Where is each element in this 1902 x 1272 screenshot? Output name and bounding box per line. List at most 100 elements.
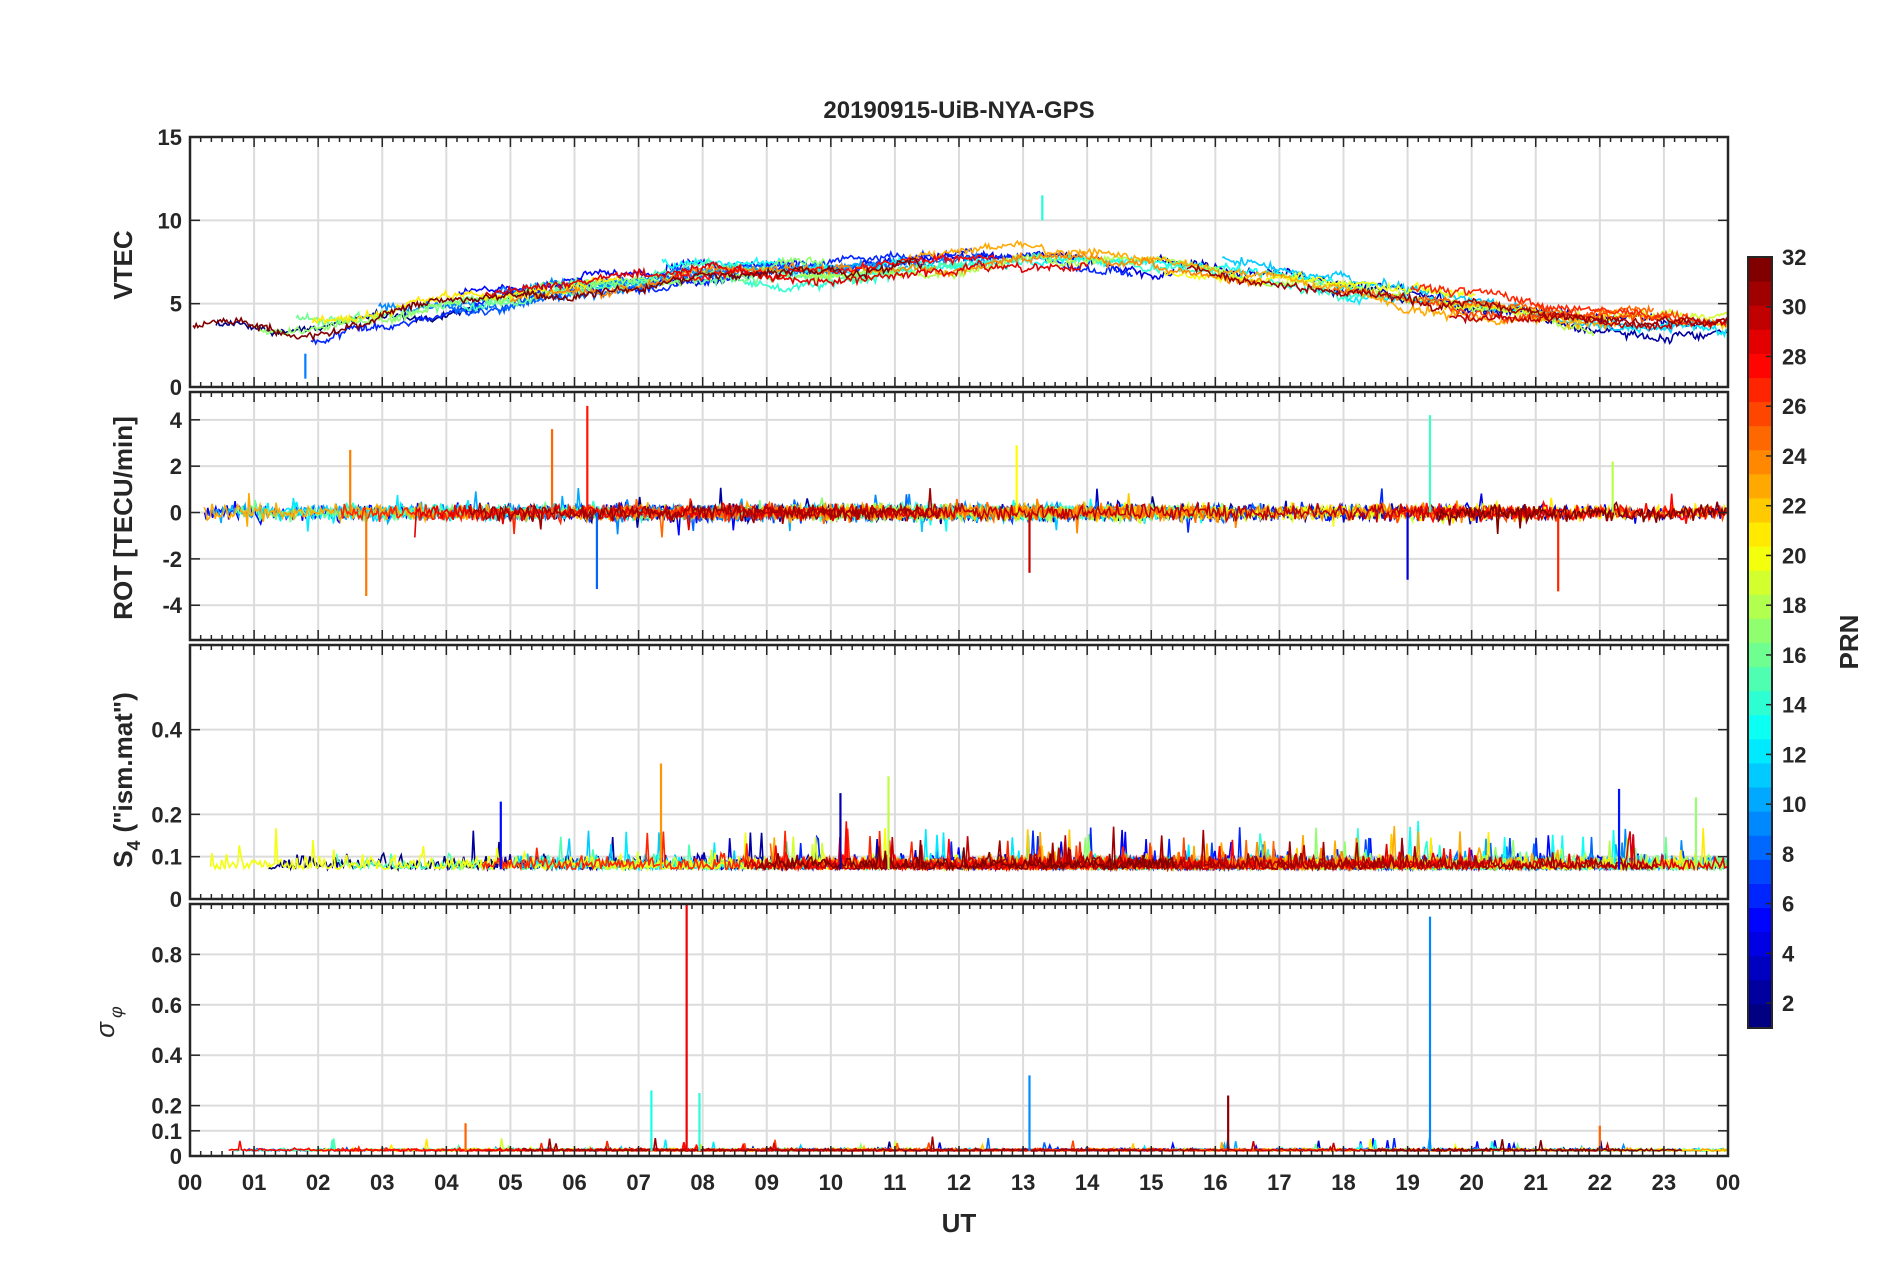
colorbar-segment (1748, 859, 1772, 884)
y-tick-label: 0.2 (151, 802, 182, 827)
prn-trace-31 (467, 488, 941, 530)
colorbar-tick-label: 2 (1782, 991, 1794, 1016)
vtec-ylabel: VTEC (108, 230, 138, 300)
x-tick-label: 02 (306, 1170, 330, 1195)
x-tick-label: 07 (626, 1170, 650, 1195)
sigma-ylabel-main: σ (90, 1021, 120, 1038)
colorbar-tick-label: 10 (1782, 792, 1806, 817)
y-tick-label: 0 (170, 375, 182, 400)
colorbar-tick-label: 28 (1782, 344, 1806, 369)
prn-traces (192, 195, 1728, 379)
colorbar-segment (1748, 329, 1772, 354)
y-tick-label: 0.4 (151, 718, 182, 743)
y-tick-label: 0 (170, 1144, 182, 1169)
figure-title: 20190915-UiB-NYA-GPS (823, 97, 1094, 124)
colorbar-segment (1748, 1003, 1772, 1029)
y-tick-label: 4 (170, 408, 183, 433)
colorbar-tick-label: 22 (1782, 494, 1806, 519)
colorbar-segment (1748, 497, 1772, 523)
s4-ylabel: S4 ("ism.mat") (108, 692, 144, 868)
x-axis-label: UT (942, 1208, 977, 1238)
sigma-ylabel: σφ (90, 1006, 126, 1038)
colorbar-tick-label: 30 (1782, 295, 1806, 320)
x-tick-label: 20 (1459, 1170, 1483, 1195)
colorbar-segment (1748, 594, 1772, 619)
prn-trace-30 (744, 835, 1396, 873)
y-tick-label: 10 (158, 208, 182, 233)
y-tick-label: 0.2 (151, 1094, 182, 1119)
y-tick-label: 2 (170, 454, 182, 479)
x-tick-label: 03 (370, 1170, 394, 1195)
x-tick-label: 06 (562, 1170, 586, 1195)
colorbar-tick-label: 20 (1782, 543, 1806, 568)
x-tick-label: 21 (1524, 1170, 1548, 1195)
s4-ylabel-main: S (108, 850, 138, 867)
rot-panel: -4 -2 0 2 4 (162, 390, 1730, 642)
y-tick-label: 0.8 (151, 942, 182, 967)
colorbar-tick-label: 8 (1782, 842, 1794, 867)
x-tick-label: 04 (434, 1170, 459, 1195)
x-tick-label: 23 (1652, 1170, 1676, 1195)
x-tick-label: 14 (1075, 1170, 1100, 1195)
prn-trace-32 (192, 257, 923, 342)
colorbar-tick-label: 12 (1782, 742, 1806, 767)
colorbar-segment (1748, 714, 1772, 740)
colorbar-segment (1748, 931, 1772, 957)
colorbar-segment (1748, 377, 1772, 403)
prn-trace-32 (1436, 501, 1727, 534)
colorbar-segment (1748, 546, 1772, 571)
y-tick-label: 5 (170, 292, 182, 317)
y-tick-label: 0.1 (151, 845, 182, 870)
y-tick-label: 0 (170, 501, 182, 526)
prn-trace-31 (973, 826, 1659, 873)
colorbar-tick-label: 24 (1782, 444, 1807, 469)
x-tick-labels: 00 01 02 03 04 05 06 07 08 09 10 11 12 13 14 15 16 17 18 19… (178, 1170, 1740, 1195)
y-tick-label: 0.6 (151, 993, 182, 1018)
prn-trace-32 (758, 839, 1177, 872)
x-tick-label: 12 (947, 1170, 971, 1195)
sigma-phi-panel: 00.10.2 0.4 0.6 0.8 (151, 902, 1730, 1169)
prn-trace-32 (1367, 1139, 1683, 1153)
colorbar-segment (1748, 762, 1772, 788)
colorbar-segment (1748, 690, 1772, 716)
y-tick-label: 0.4 (151, 1043, 182, 1068)
sigma-ylabel-sub: φ (106, 1006, 126, 1018)
colorbar-segment (1748, 618, 1772, 643)
x-tick-label: 19 (1395, 1170, 1419, 1195)
y-tick-label: 0 (170, 887, 182, 912)
colorbar-tick-label: 18 (1782, 593, 1806, 618)
s4-panel: 0 0.1 0.2 0.4 (151, 643, 1730, 912)
colorbar-segment (1748, 257, 1772, 282)
colorbar-segment (1748, 449, 1772, 475)
x-tick-label: 11 (883, 1170, 906, 1195)
colorbar-segment (1748, 907, 1772, 933)
x-tick-label: 10 (819, 1170, 843, 1195)
prn-traces (228, 904, 1728, 1153)
colorbar-box (1747, 256, 1773, 1029)
colorbar-segment (1748, 835, 1772, 860)
y-tick-label: -2 (162, 547, 182, 572)
colorbar-segment (1748, 570, 1772, 595)
prn-trace-30 (1449, 309, 1728, 332)
y-tick-label: 15 (158, 125, 182, 150)
prn-trace-29 (484, 259, 1089, 298)
vtec-panel: 0 5 10 15 (158, 125, 1730, 400)
colorbar-segment (1748, 473, 1772, 499)
x-tick-label: 08 (690, 1170, 714, 1195)
colorbar-segment (1748, 811, 1772, 836)
colorbar-tick-label: 26 (1782, 394, 1806, 419)
colorbar-segment (1748, 401, 1772, 427)
colorbar-tick-label: 16 (1782, 643, 1806, 668)
x-tick-label: 00 (1716, 1170, 1740, 1195)
prn-trace-31 (1186, 263, 1728, 329)
colorbar-segment (1748, 281, 1772, 306)
x-tick-label: 15 (1139, 1170, 1163, 1195)
colorbar-segment (1748, 522, 1772, 547)
colorbar-segment (1748, 666, 1772, 692)
colorbar-segment (1748, 738, 1772, 764)
rot-ylabel: ROT [TECU/min] (108, 416, 138, 620)
x-tick-label: 09 (755, 1170, 779, 1195)
x-tick-label: 00 (178, 1170, 202, 1195)
